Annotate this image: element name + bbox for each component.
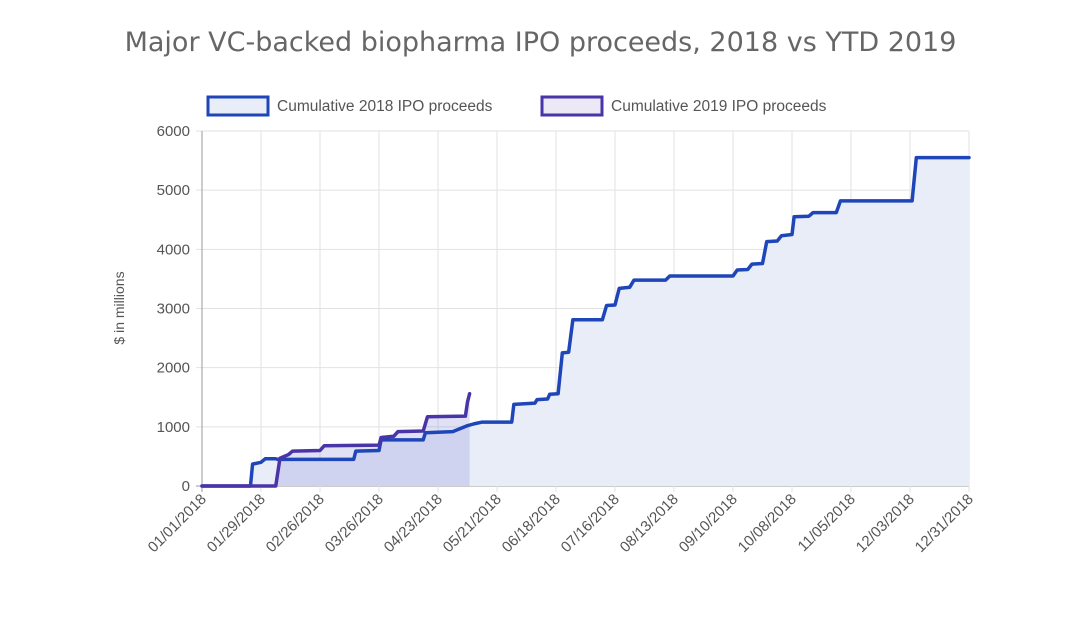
legend-swatch <box>540 95 604 117</box>
legend-swatch <box>206 95 270 117</box>
y-tick-label: 5000 <box>157 182 190 199</box>
x-tick-label: 12/31/2018 <box>912 491 977 556</box>
x-tick-label: 01/01/2018 <box>145 491 210 556</box>
x-tick-label: 10/08/2018 <box>735 491 800 556</box>
x-tick-label: 01/29/2018 <box>204 491 269 556</box>
y-axis-label: $ in millions <box>111 271 127 344</box>
series-areas <box>202 157 969 486</box>
x-tick-label: 03/26/2018 <box>322 491 387 556</box>
x-tick-label: 04/23/2018 <box>381 491 446 556</box>
x-tick-label: 05/21/2018 <box>440 491 505 556</box>
series-lines <box>200 155 971 488</box>
y-tick-label: 4000 <box>157 241 190 258</box>
x-tick-label: 12/03/2018 <box>853 491 918 556</box>
series-line-2 <box>200 391 472 488</box>
series-area-1 <box>202 157 969 486</box>
x-tick-label: 07/16/2018 <box>558 491 623 556</box>
x-tick-label: 02/26/2018 <box>263 491 328 556</box>
legend-label: Cumulative 2018 IPO proceeds <box>277 98 493 115</box>
y-tick-label: 1000 <box>157 419 190 436</box>
x-tick-label: 08/13/2018 <box>617 491 682 556</box>
x-tick-label: 11/05/2018 <box>795 491 859 555</box>
legend-item-1[interactable]: Cumulative 2018 IPO proceeds <box>206 95 493 117</box>
x-tick-label: 09/10/2018 <box>676 491 741 556</box>
y-tick-label: 6000 <box>157 123 190 140</box>
legend[interactable]: Cumulative 2018 IPO proceeds Cumulative 2… <box>206 95 827 117</box>
legend-label: Cumulative 2019 IPO proceeds <box>611 98 827 115</box>
series-line-1 <box>200 155 971 488</box>
x-tick-label: 06/18/2018 <box>499 491 564 556</box>
y-tick-label: 3000 <box>157 301 190 318</box>
y-tick-label: 0 <box>182 478 190 495</box>
series-area-2 <box>202 393 470 486</box>
legend-item-2[interactable]: Cumulative 2019 IPO proceeds <box>540 95 827 117</box>
y-tick-label: 2000 <box>157 360 190 377</box>
chart-title: Major VC-backed biopharma IPO proceeds, … <box>124 27 957 58</box>
